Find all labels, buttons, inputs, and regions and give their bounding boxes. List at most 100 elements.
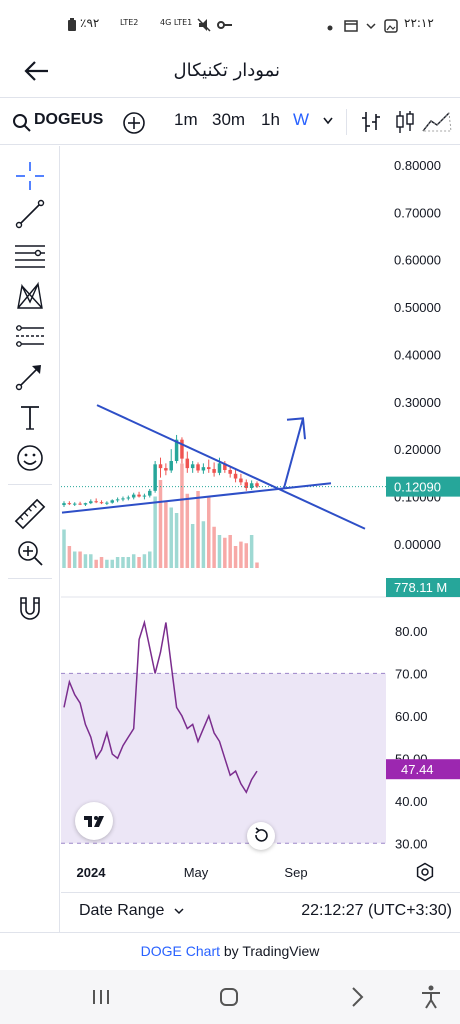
search-icon[interactable]	[12, 113, 32, 133]
candle-body	[164, 468, 168, 471]
candle-body	[137, 494, 141, 497]
volume-bar	[174, 513, 179, 568]
chart-clock[interactable]: 22:12:27 (UTC+3:30)	[301, 902, 452, 919]
volume-bar	[185, 493, 190, 568]
arrow-line-icon[interactable]	[12, 358, 48, 394]
candle-body	[158, 464, 163, 469]
date-range-button[interactable]: Date Range	[79, 902, 165, 919]
time-axis-label: 2024	[77, 865, 107, 880]
candle-body	[121, 498, 125, 500]
price-tick-label: 0.80000	[394, 158, 441, 173]
tools-divider	[8, 484, 52, 485]
pattern-icon[interactable]	[12, 278, 48, 314]
attribution-link[interactable]: DOGE Chart	[140, 943, 220, 959]
volume-bar	[72, 551, 77, 568]
price-tick-label: 0.70000	[394, 205, 441, 220]
tradingview-logo[interactable]	[75, 802, 113, 840]
home-icon[interactable]	[214, 982, 244, 1012]
system-nav-bar	[0, 970, 460, 1024]
candle-body	[62, 503, 66, 506]
volume-bar	[115, 557, 120, 568]
timeframe-w[interactable]: W	[293, 110, 310, 129]
add-compare-icon[interactable]	[122, 111, 146, 135]
settings-gear-icon[interactable]	[415, 862, 435, 882]
volume-bar	[244, 543, 249, 568]
timeframe-1h[interactable]: 1h	[261, 110, 280, 129]
candle-body	[233, 473, 238, 479]
breakout-arrow-head	[286, 417, 306, 440]
volume-bar	[137, 557, 141, 568]
chevron-down-icon[interactable]	[322, 116, 334, 126]
rsi-tick-label: 30.00	[395, 836, 428, 851]
volume-bar	[153, 496, 157, 568]
bar-chart-style-icon[interactable]	[360, 110, 382, 134]
candle-body	[148, 490, 152, 496]
candle-body	[131, 494, 136, 498]
price-tick-label: 0.40000	[394, 347, 441, 362]
price-tick-label: 0.00000	[394, 537, 441, 552]
rsi-tick-label: 60.00	[395, 709, 428, 724]
chart-toolbar: DOGEUS 1m 30m 1h W	[0, 99, 460, 145]
chart-canvas[interactable]: 0.80000 0.70000 0.60000 0.50000 0.40000 0.300…	[61, 146, 460, 892]
candle-body	[72, 503, 77, 505]
accessibility-icon[interactable]	[416, 982, 446, 1012]
volume-bar	[62, 529, 66, 568]
magnet-icon[interactable]	[12, 590, 48, 626]
candle-body	[115, 499, 120, 501]
volume-bar	[228, 535, 232, 568]
chart-area[interactable]: 0.80000 0.70000 0.60000 0.50000 0.40000 0.300…	[61, 146, 460, 892]
breakout-arrow-shaft	[283, 418, 304, 489]
app-bar: نمودار تکنیکال	[0, 46, 460, 98]
volume-bar	[212, 526, 216, 568]
candle-body	[105, 502, 109, 504]
rsi-tick-label: 40.00	[395, 794, 428, 809]
date-range-row: Date Range 22:12:27 (UTC+3:30)	[61, 892, 460, 932]
crosshair-icon[interactable]	[12, 158, 48, 194]
volume-bar	[196, 491, 200, 568]
reset-icon	[255, 827, 268, 842]
gallery-icon	[384, 19, 398, 33]
timeframe-1m[interactable]: 1m	[174, 110, 198, 129]
attribution-text: by TradingView	[220, 943, 320, 959]
area-style-icon[interactable]	[422, 111, 452, 133]
text-icon[interactable]	[12, 399, 48, 435]
ruler-icon[interactable]	[12, 496, 48, 532]
date-range-chevron-icon[interactable]	[173, 907, 185, 917]
candles-style-icon[interactable]	[394, 109, 416, 135]
volume-bar	[105, 559, 109, 568]
reset-chart-button[interactable]	[247, 822, 275, 850]
fib-lines-icon[interactable]	[12, 238, 48, 274]
candle-body	[83, 503, 88, 505]
volume-bar	[217, 535, 222, 568]
volume-bar	[190, 524, 195, 568]
volume-bar	[67, 546, 72, 568]
price-tick-label: 0.60000	[394, 253, 441, 268]
candle-body	[174, 439, 179, 461]
prediction-icon[interactable]	[12, 318, 48, 354]
candle-body	[249, 483, 254, 488]
volume-bar	[239, 541, 243, 568]
candle-body	[190, 464, 195, 469]
candle-body	[228, 470, 232, 474]
emoji-icon[interactable]	[12, 440, 48, 476]
back-nav-icon[interactable]	[342, 982, 372, 1012]
candle-body	[169, 461, 173, 471]
recent-apps-icon[interactable]	[86, 982, 116, 1012]
volume-bar	[169, 507, 173, 568]
symbol-search[interactable]: DOGEUS	[34, 111, 104, 128]
candle-body	[153, 464, 157, 491]
candle-body	[201, 467, 206, 471]
volume-bar	[121, 557, 125, 568]
last-price-tag	[386, 476, 460, 497]
time-axis-label: May	[184, 865, 209, 880]
calendar-icon	[344, 20, 358, 32]
zoom-in-icon[interactable]	[12, 535, 48, 571]
timeframe-30m[interactable]: 30m	[212, 110, 246, 129]
trend-line-icon[interactable]	[12, 196, 48, 232]
candle-body	[212, 469, 216, 473]
check-icon	[366, 23, 376, 30]
candle-body	[78, 503, 82, 505]
lower-trend-line	[61, 482, 332, 514]
back-arrow-icon[interactable]	[22, 58, 52, 84]
rsi-tick-label: 80.00	[395, 624, 428, 639]
